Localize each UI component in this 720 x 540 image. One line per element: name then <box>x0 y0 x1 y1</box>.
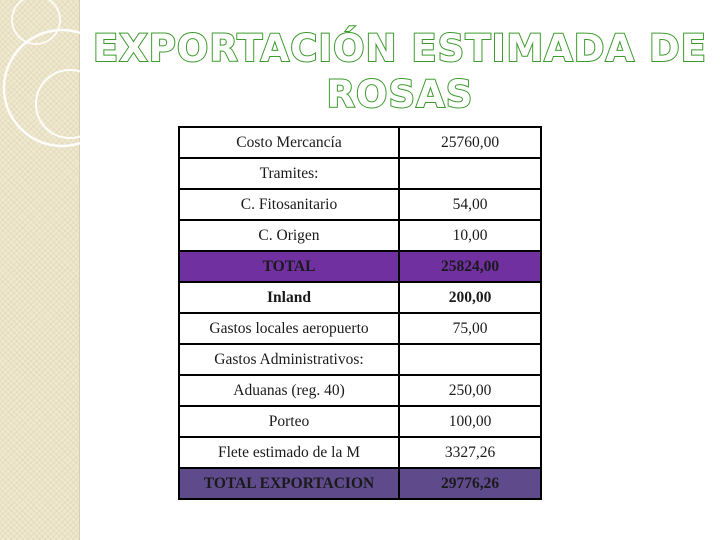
page-title: EXPORTACIÓN ESTIMADA DE ROSAS <box>80 26 720 118</box>
row-value <box>398 343 542 376</box>
row-value: 25824,00 <box>398 250 542 283</box>
table-row: C. Fitosanitario 54,00 <box>178 188 542 221</box>
table-row: TOTAL EXPORTACION 29776,26 <box>178 467 542 500</box>
title-line-2: ROSAS <box>326 72 474 117</box>
table-row: Costo Mercancía 25760,00 <box>178 126 542 159</box>
row-value: 3327,26 <box>398 436 542 469</box>
row-label: Flete estimado de la M <box>178 436 400 469</box>
row-label: Inland <box>178 281 400 314</box>
cost-table-container: Costo Mercancía 25760,00 Tramites: C. Fitos… <box>178 126 542 500</box>
row-label: Aduanas (reg. 40) <box>178 374 400 407</box>
cost-table: Costo Mercancía 25760,00 Tramites: C. Fitos… <box>178 126 542 500</box>
table-row: Gastos Administrativos: <box>178 343 542 376</box>
title-line-1: EXPORTACIÓN ESTIMADA DE <box>92 26 708 71</box>
row-value: 100,00 <box>398 405 542 438</box>
row-label: TOTAL EXPORTACION <box>178 467 400 500</box>
row-value: 29776,26 <box>398 467 542 500</box>
row-value <box>398 157 542 190</box>
row-label: C. Fitosanitario <box>178 188 400 221</box>
table-row: Gastos locales aeropuerto 75,00 <box>178 312 542 345</box>
cost-table-body: Costo Mercancía 25760,00 Tramites: C. Fitos… <box>178 126 542 500</box>
row-label: Costo Mercancía <box>178 126 400 159</box>
row-label: C. Origen <box>178 219 400 252</box>
decorative-side-panel <box>0 0 80 540</box>
row-label: Porteo <box>178 405 400 438</box>
row-label: Tramites: <box>178 157 400 190</box>
table-row: TOTAL 25824,00 <box>178 250 542 283</box>
row-value: 10,00 <box>398 219 542 252</box>
row-value: 25760,00 <box>398 126 542 159</box>
row-label: Gastos Administrativos: <box>178 343 400 376</box>
table-row: Flete estimado de la M 3327,26 <box>178 436 542 469</box>
table-row: Aduanas (reg. 40) 250,00 <box>178 374 542 407</box>
table-row: Inland 200,00 <box>178 281 542 314</box>
row-value: 54,00 <box>398 188 542 221</box>
table-row: Tramites: <box>178 157 542 190</box>
row-label: Gastos locales aeropuerto <box>178 312 400 345</box>
row-value: 200,00 <box>398 281 542 314</box>
row-value: 250,00 <box>398 374 542 407</box>
table-row: C. Origen 10,00 <box>178 219 542 252</box>
row-label: TOTAL <box>178 250 400 283</box>
table-row: Porteo 100,00 <box>178 405 542 438</box>
row-value: 75,00 <box>398 312 542 345</box>
